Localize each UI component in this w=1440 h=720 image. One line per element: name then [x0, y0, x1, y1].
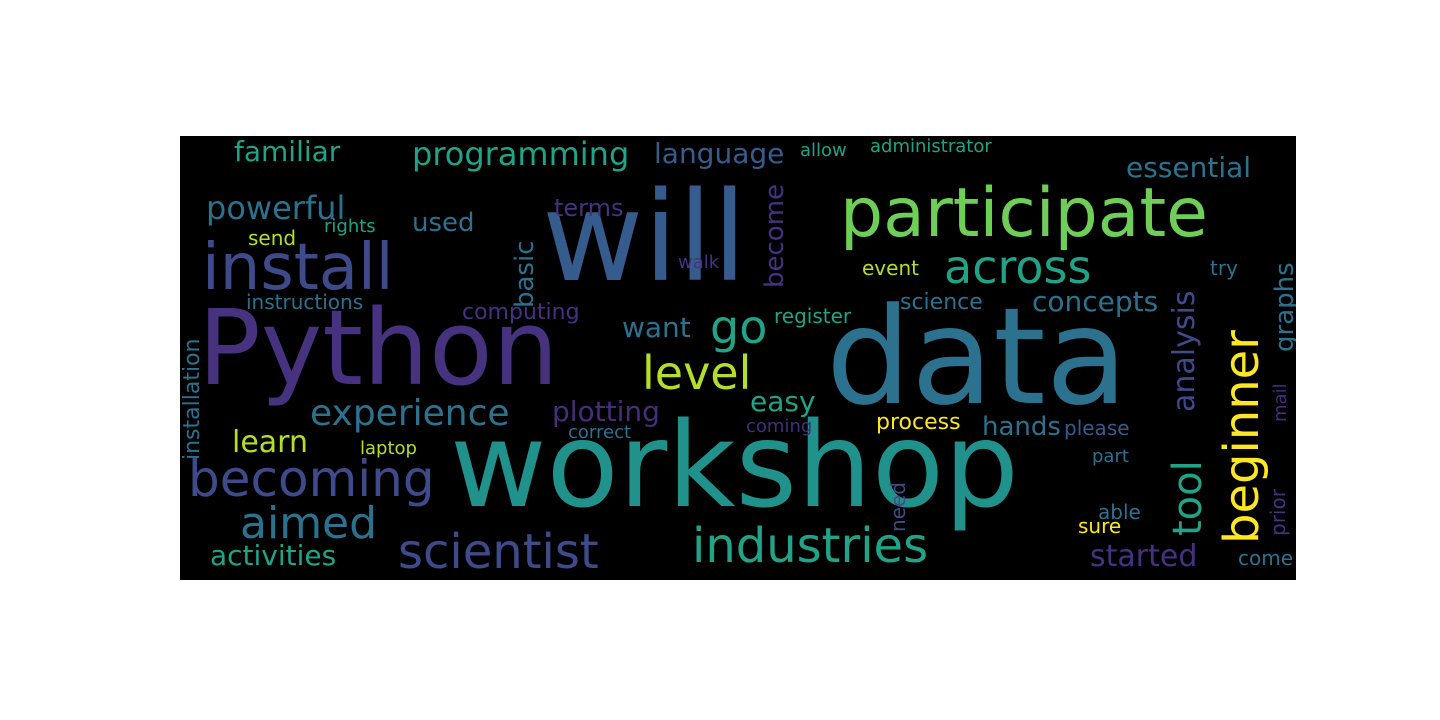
- word-beginner: beginner: [1214, 330, 1270, 544]
- word-started: started: [1090, 539, 1198, 574]
- word-please: please: [1064, 416, 1130, 440]
- word-correct: correct: [568, 422, 632, 443]
- word-science: science: [900, 290, 983, 315]
- word-programming: programming: [412, 136, 630, 173]
- word-familiar: familiar: [234, 136, 341, 168]
- word-allow: allow: [800, 140, 847, 161]
- word-tool: tool: [1165, 460, 1211, 536]
- word-data: data: [826, 279, 1128, 435]
- word-coming: coming: [746, 416, 813, 437]
- word-analysis: analysis: [1167, 290, 1202, 412]
- word-able: able: [1098, 500, 1141, 524]
- word-python: Python: [198, 287, 559, 409]
- word-send: send: [248, 226, 297, 250]
- word-hands: hands: [982, 412, 1061, 442]
- word-computing: computing: [462, 300, 580, 325]
- word-learn: learn: [232, 425, 308, 460]
- word-need: need: [886, 482, 910, 532]
- word-industries: industries: [692, 518, 929, 574]
- word-go: go: [710, 300, 768, 354]
- word-easy: easy: [750, 385, 816, 418]
- word-administrator: administrator: [870, 136, 992, 157]
- word-rights: rights: [324, 216, 376, 237]
- word-powerful: powerful: [206, 189, 346, 227]
- word-across: across: [944, 240, 1092, 294]
- word-becoming: becoming: [188, 450, 435, 508]
- word-try: try: [1210, 256, 1238, 280]
- word-basic: basic: [510, 240, 540, 308]
- word-part: part: [1092, 446, 1129, 467]
- word-instructions: instructions: [246, 290, 364, 314]
- word-concepts: concepts: [1032, 285, 1159, 318]
- word-experience: experience: [310, 393, 510, 434]
- word-installation: installation: [180, 338, 205, 460]
- word-terms: terms: [554, 194, 624, 222]
- word-language: language: [654, 137, 785, 170]
- word-aimed: aimed: [240, 498, 378, 549]
- word-plotting: plotting: [552, 395, 660, 428]
- word-essential: essential: [1126, 151, 1252, 184]
- word-prior: prior: [1266, 489, 1290, 536]
- word-come: come: [1238, 546, 1294, 570]
- word-want: want: [622, 311, 691, 344]
- word-cloud: will data workshop Python participate in…: [180, 136, 1296, 580]
- word-register: register: [774, 304, 852, 328]
- word-workshop: workshop: [450, 396, 1019, 534]
- word-install: install: [202, 231, 394, 305]
- word-walk: walk: [678, 252, 720, 273]
- word-laptop: laptop: [360, 438, 417, 459]
- word-will: will: [542, 166, 747, 310]
- word-event: event: [862, 256, 919, 280]
- word-participate: participate: [840, 174, 1208, 253]
- word-level: level: [642, 346, 752, 400]
- word-sure: sure: [1078, 514, 1122, 538]
- word-used: used: [412, 208, 475, 238]
- word-scientist: scientist: [398, 524, 599, 580]
- word-activities: activities: [210, 539, 337, 572]
- word-become: become: [760, 183, 790, 288]
- word-mail: mail: [1270, 383, 1291, 422]
- word-process: process: [876, 410, 961, 435]
- word-graphs: graphs: [1270, 262, 1296, 352]
